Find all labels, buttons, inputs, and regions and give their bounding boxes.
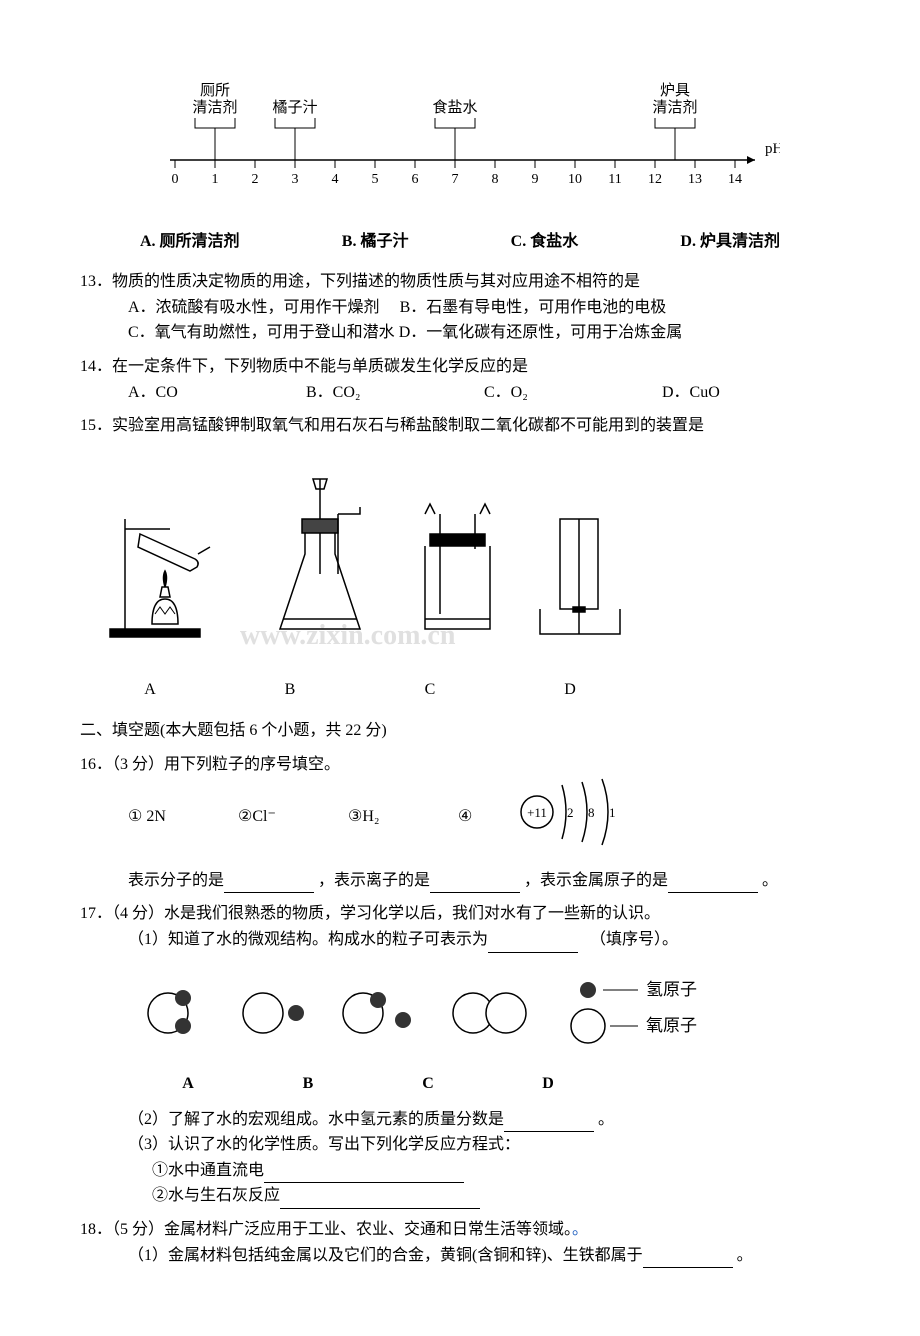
q16-opt2: ②Cl⁻ xyxy=(238,804,348,830)
q16-t4: 。 xyxy=(762,872,778,889)
ph-opt-a: A. 厕所清洁剂 xyxy=(140,229,240,255)
svg-text:1: 1 xyxy=(609,805,616,820)
q13-a: A．浓硫酸有吸水性，可用作干燥剂 xyxy=(128,299,380,316)
label-orange: 橘子汁 xyxy=(272,99,317,116)
q18-p1a: （1）金属材料包括纯金属以及它们的合金，黄铜(含铜和锌)、生铁都属于 xyxy=(128,1247,643,1264)
label-stove: 炉具 xyxy=(660,82,690,99)
svg-text:1: 1 xyxy=(212,172,219,187)
q14-d: D．CuO xyxy=(662,380,840,406)
svg-text:8: 8 xyxy=(492,172,499,187)
q17-p1a: （1）知道了水的微观结构。构成水的粒子可表示为 xyxy=(128,931,488,948)
svg-text:4: 4 xyxy=(332,172,339,187)
blank[interactable] xyxy=(224,873,314,893)
svg-text:3: 3 xyxy=(292,172,299,187)
blank[interactable] xyxy=(430,873,520,893)
q14-c: C．O₂ xyxy=(484,380,662,406)
svg-text:5: 5 xyxy=(372,172,379,187)
svg-text:0: 0 xyxy=(172,172,179,187)
blue-dot: 。 xyxy=(572,1221,588,1238)
q15-stem: 15．实验室用高锰酸钾制取氧气和用石灰石与稀盐酸制取二氧化碳都不可能用到的装置是 xyxy=(80,413,840,439)
svg-text:+11: +11 xyxy=(527,805,547,820)
svg-text:14: 14 xyxy=(728,172,742,187)
q17-p2b: 。 xyxy=(598,1111,614,1128)
question-13: 13．物质的性质决定物质的用途，下列描述的物质性质与其对应用途不相符的是 A．浓… xyxy=(80,269,840,346)
svg-text:12: 12 xyxy=(648,172,662,187)
q16-opt1: ① 2N xyxy=(128,804,238,830)
ph-opt-d: D. 炉具清洁剂 xyxy=(680,229,780,255)
ph-axis-label: pH xyxy=(765,141,780,157)
svg-text:2: 2 xyxy=(252,172,259,187)
svg-text:13: 13 xyxy=(688,172,702,187)
mol-a: A xyxy=(128,1071,248,1097)
question-14: 14．在一定条件下，下列物质中不能与单质碳发生化学反应的是 A．CO B．CO₂… xyxy=(80,354,840,405)
q16-t1: 表示分子的是 xyxy=(128,872,224,889)
q16-t3: ，表示金属原子的是 xyxy=(524,872,668,889)
ph-opt-b: B. 橘子汁 xyxy=(342,229,409,255)
svg-text:2: 2 xyxy=(567,805,574,820)
blank[interactable] xyxy=(643,1248,733,1268)
ph-opt-c: C. 食盐水 xyxy=(511,229,579,255)
apparatus-diagram: www.zixin.com.cn xyxy=(80,459,640,658)
q17-p3-1: ①水中通直流电 xyxy=(152,1162,264,1179)
q17-p3: （3）认识了水的化学性质。写出下列化学反应方程式： xyxy=(80,1132,840,1158)
question-16: 16．（3 分）用下列粒子的序号填空。 ① 2N ②Cl⁻ ③H₂ ④ +11 … xyxy=(80,752,840,894)
svg-text:清洁剂: 清洁剂 xyxy=(652,99,697,116)
atom-structure-icon: +11 2 8 1 xyxy=(512,777,622,856)
blank[interactable] xyxy=(264,1163,464,1183)
mol-d: D xyxy=(488,1071,608,1097)
q18-stem: 18．（5 分）金属材料广泛应用于工业、农业、交通和日常生活等领域。 xyxy=(80,1221,572,1238)
q17-p2a: （2）了解了水的宏观组成。水中氢元素的质量分数是 xyxy=(128,1111,504,1128)
q14-b: B．CO₂ xyxy=(306,380,484,406)
app-label-d: D xyxy=(500,677,640,703)
q16-opt4-num: ④ xyxy=(458,804,472,830)
q18-p1b: 。 xyxy=(737,1247,753,1264)
q16-t2: ，表示离子的是 xyxy=(318,872,430,889)
q17-stem: 17．（4 分）水是我们很熟悉的物质，学习化学以后，我们对水有了一些新的认识。 xyxy=(80,901,840,927)
blank[interactable] xyxy=(280,1189,480,1209)
app-label-b: B xyxy=(220,677,360,703)
q17-p1b: （填序号）。 xyxy=(582,931,678,948)
ph-number-line: 厕所 清洁剂 橘子汁 食盐水 炉具 清洁剂 pH 0 1 2 3 4 5 6 7… xyxy=(140,80,780,219)
app-label-c: C xyxy=(360,677,500,703)
svg-text:氧原子: 氧原子 xyxy=(646,1016,697,1035)
mol-c: C xyxy=(368,1071,488,1097)
q13-stem: 13．物质的性质决定物质的用途，下列描述的物质性质与其对应用途不相符的是 xyxy=(80,269,840,295)
q14-a: A．CO xyxy=(128,380,306,406)
blank[interactable] xyxy=(504,1112,594,1132)
question-15: 15．实验室用高锰酸钾制取氧气和用石灰石与稀盐酸制取二氧化碳都不可能用到的装置是 xyxy=(80,413,840,703)
svg-text:8: 8 xyxy=(588,805,595,820)
svg-text:9: 9 xyxy=(532,172,539,187)
svg-text:清洁剂: 清洁剂 xyxy=(192,99,237,116)
q13-c: C．氧气有助燃性，可用于登山和潜水 xyxy=(128,324,395,341)
q16-opt3: ③H₂ xyxy=(348,804,458,830)
q17-p3-2: ②水与生石灰反应 xyxy=(152,1187,280,1204)
svg-text:7: 7 xyxy=(452,172,459,187)
app-label-a: A xyxy=(80,677,220,703)
ph-options-row: A. 厕所清洁剂 B. 橘子汁 C. 食盐水 D. 炉具清洁剂 xyxy=(140,229,780,255)
label-toilet: 厕所 xyxy=(200,82,230,99)
label-salt: 食盐水 xyxy=(432,99,477,116)
question-17: 17．（4 分）水是我们很熟悉的物质，学习化学以后，我们对水有了一些新的认识。 … xyxy=(80,901,840,1209)
mol-b: B xyxy=(248,1071,368,1097)
svg-text:10: 10 xyxy=(568,172,582,187)
question-18: 18．（5 分）金属材料广泛应用于工业、农业、交通和日常生活等领域。。 （1）金… xyxy=(80,1217,840,1268)
section-2-title: 二、填空题(本大题包括 6 个小题，共 22 分) xyxy=(80,718,840,744)
q13-b: B．石墨有导电性，可用作电池的电极 xyxy=(400,299,667,316)
svg-text:11: 11 xyxy=(608,172,621,187)
svg-text:6: 6 xyxy=(412,172,419,187)
q16-stem: 16．（3 分）用下列粒子的序号填空。 xyxy=(80,752,840,778)
svg-text:氢原子: 氢原子 xyxy=(646,980,697,999)
blank[interactable] xyxy=(668,873,758,893)
molecule-diagram: 氢原子 氧原子 xyxy=(80,968,728,1057)
q14-stem: 14．在一定条件下，下列物质中不能与单质碳发生化学反应的是 xyxy=(80,354,840,380)
q13-d: D．一氧化碳有还原性，可用于冶炼金属 xyxy=(399,324,683,341)
blank[interactable] xyxy=(488,932,578,952)
